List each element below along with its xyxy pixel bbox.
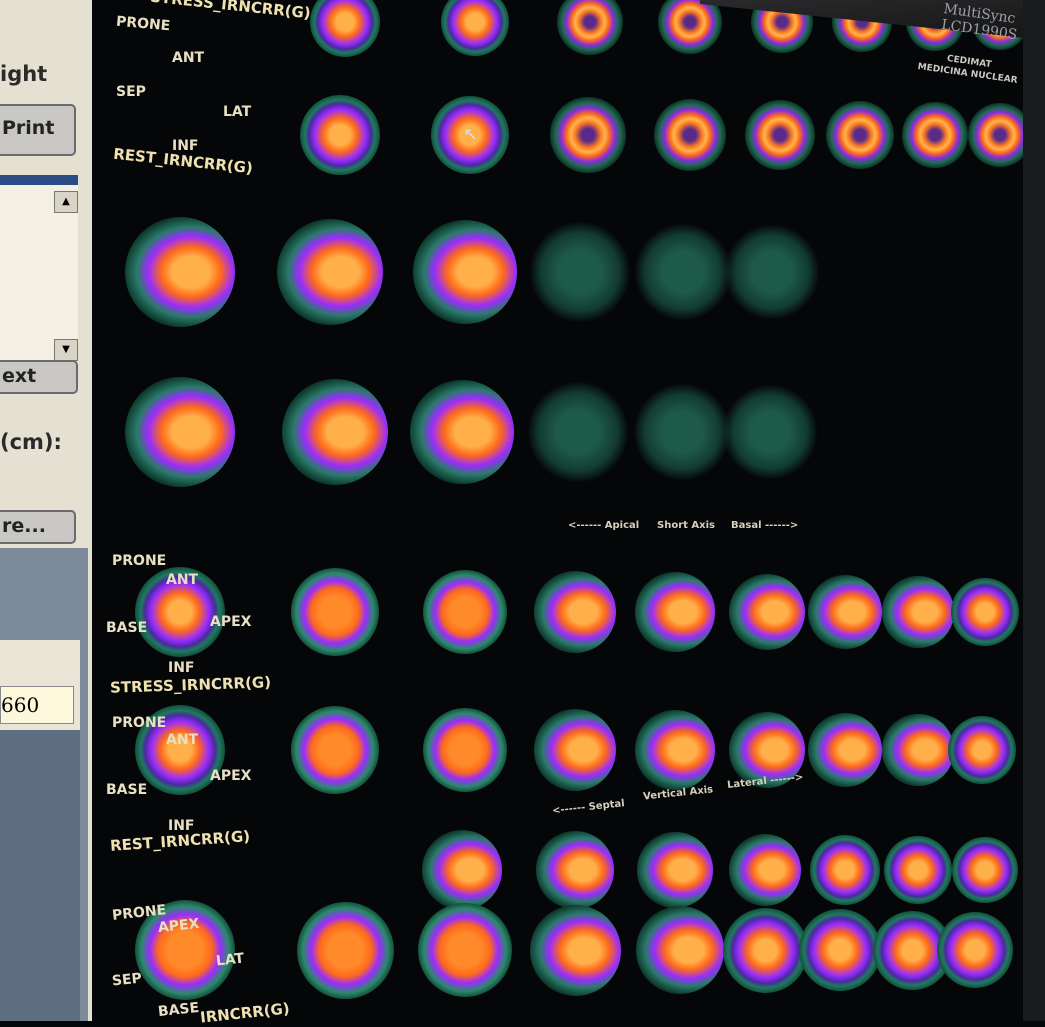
monitor-bezel-right: [1023, 0, 1045, 1021]
clinic-label: CEDIMAT MEDICINA NUCLEAR: [917, 49, 1020, 87]
perfusion-slice-image: [441, 0, 509, 56]
perfusion-slice-image: [728, 573, 806, 651]
stress-vla-label: STRESS_IRNCRR(G): [109, 673, 272, 697]
perfusion-slice-image: [950, 577, 1020, 647]
scroll-up-button[interactable]: ▲: [54, 191, 78, 213]
perfusion-slice-image: [947, 715, 1017, 785]
left-control-panel: ight Print ▲ ▼ ext (cm): re... 660: [0, 0, 92, 1021]
perfusion-slice-image: [882, 714, 954, 786]
perfusion-slice-image: [550, 97, 626, 173]
base-label: BASE: [157, 999, 200, 1021]
perfusion-slice-image: [884, 836, 952, 904]
perfusion-slice-image: [125, 217, 235, 327]
perfusion-slice-image: [529, 221, 631, 323]
perfusion-slice-image: [637, 832, 713, 908]
rest-vla-label: REST_IRNCRR(G): [109, 827, 251, 855]
perfusion-slice-image: [725, 225, 819, 319]
perfusion-slice-image: [633, 383, 731, 481]
perfusion-slice-image: [422, 707, 508, 793]
perfusion-slice-image: [902, 102, 968, 168]
base-label: BASE: [106, 620, 148, 636]
inf-label: INF: [168, 660, 195, 676]
scroll-down-button[interactable]: ▼: [54, 339, 78, 361]
light-label: ight: [0, 62, 48, 86]
perfusion-slice-image: [968, 103, 1032, 167]
apex-label: APEX: [210, 614, 252, 630]
axis-basal: Basal ------>: [731, 520, 799, 531]
perfusion-slice-image: [431, 96, 509, 174]
perfusion-slice-image: [728, 711, 806, 789]
ant-label: ANT: [166, 572, 199, 588]
perfusion-slice-image: [310, 0, 380, 57]
prone-label: PRONE: [112, 553, 167, 569]
perfusion-slice-image: [952, 837, 1018, 903]
perfusion-slice-image: [529, 904, 621, 996]
axis-apical: <------ Apical: [568, 520, 640, 531]
perfusion-slice-image: [536, 831, 614, 909]
perfusion-slice-image: [557, 0, 623, 55]
perfusion-slice-image: [413, 220, 517, 324]
perfusion-slice-image: [658, 0, 722, 54]
value-field[interactable]: 660: [0, 686, 74, 724]
axis-short: Short Axis: [657, 520, 715, 531]
perfusion-slice-image: [826, 101, 894, 169]
arrow-cursor-icon: ↖: [463, 124, 479, 145]
size-cm-label: (cm):: [0, 430, 62, 454]
perfusion-slice-image: [634, 223, 732, 321]
perfusion-slice-image: [635, 710, 715, 790]
lat-label: LAT: [223, 104, 252, 120]
perfusion-slice-image: [422, 569, 508, 655]
perfusion-slice-image: [723, 385, 817, 479]
axis-vertical: Vertical Axis: [642, 784, 714, 803]
perfusion-slice-image: [808, 575, 882, 649]
stress-sa-label: STRESS_IRNCRR(G): [149, 0, 312, 23]
perfusion-slice-image: [534, 571, 616, 653]
perfusion-slice-image: [809, 834, 881, 906]
perfusion-slice-image: [808, 713, 882, 787]
perfusion-slice-image: [276, 218, 384, 326]
perfusion-slice-image: [135, 705, 225, 795]
perfusion-slice-image: [300, 95, 380, 175]
perfusion-slice-image: [882, 576, 954, 648]
perfusion-slice-image: [744, 99, 816, 171]
next-button[interactable]: ext: [0, 360, 78, 394]
perfusion-slice-image: [722, 907, 808, 993]
perfusion-slice-image: [728, 833, 802, 907]
perfusion-slice-image: [135, 567, 225, 657]
lower-panel-dark: [0, 730, 80, 1021]
perfusion-slice-image: [534, 709, 616, 791]
ant-label: ANT: [172, 50, 205, 66]
prone-label: PRONE: [112, 715, 167, 731]
perfusion-slice-image: [937, 912, 1013, 988]
perfusion-slice-image: [527, 381, 629, 483]
perfusion-slice-image: [636, 906, 724, 994]
base-label: BASE: [106, 782, 148, 798]
perfusion-slice-image: [281, 378, 389, 486]
perfusion-slice-image: [291, 568, 379, 656]
perfusion-slice-image: [653, 98, 727, 172]
lat-label: LAT: [215, 950, 245, 970]
perfusion-slice-image: [125, 377, 235, 487]
sep-label: SEP: [116, 84, 146, 100]
hla-label: IRNCRR(G): [199, 999, 291, 1027]
inf-label: INF: [168, 818, 195, 834]
apex-label: APEX: [210, 768, 252, 784]
perfusion-slice-image: [410, 380, 514, 484]
perfusion-slice-image: [296, 901, 394, 999]
more-button[interactable]: re...: [0, 510, 76, 544]
sep-label: SEP: [111, 970, 143, 990]
list-box[interactable]: ▲ ▼: [0, 175, 78, 365]
perfusion-slice-image: [135, 900, 235, 1000]
inf-label: INF: [172, 138, 199, 154]
prone-label: PRONE: [115, 13, 171, 35]
perfusion-slice-image: [635, 572, 715, 652]
perfusion-slice-image: [799, 909, 881, 991]
perfusion-slice-image: [418, 903, 512, 997]
perfusion-slice-image: [422, 830, 502, 910]
ant-label: ANT: [166, 732, 199, 748]
perfusion-slice-image: [291, 706, 379, 794]
axis-septal: <------ Septal: [551, 798, 626, 817]
print-button[interactable]: Print: [0, 104, 76, 156]
